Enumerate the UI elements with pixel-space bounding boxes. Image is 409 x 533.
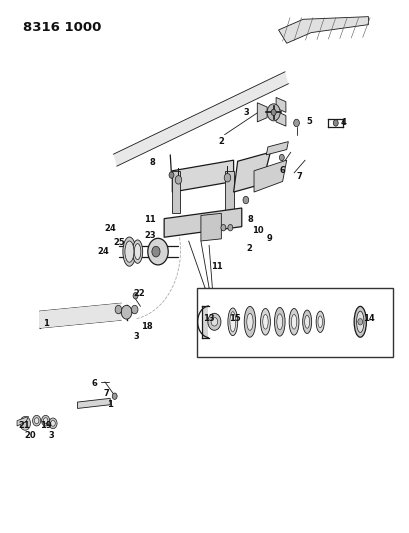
Circle shape <box>32 415 40 426</box>
Circle shape <box>227 224 232 231</box>
Text: 24: 24 <box>98 247 109 256</box>
Circle shape <box>175 175 181 184</box>
Text: 4: 4 <box>339 118 345 127</box>
Text: 9: 9 <box>266 235 272 244</box>
Circle shape <box>270 109 275 116</box>
Circle shape <box>211 318 217 326</box>
Text: 3: 3 <box>133 332 139 341</box>
Circle shape <box>34 418 39 424</box>
Ellipse shape <box>229 312 235 332</box>
Ellipse shape <box>276 314 282 330</box>
Text: 24: 24 <box>104 224 116 233</box>
Ellipse shape <box>134 244 141 260</box>
Text: 21: 21 <box>18 422 30 431</box>
Circle shape <box>207 313 220 330</box>
Text: 18: 18 <box>141 321 153 330</box>
Ellipse shape <box>291 314 296 329</box>
Circle shape <box>49 418 57 429</box>
Polygon shape <box>164 208 241 237</box>
Text: 3: 3 <box>49 431 54 440</box>
Bar <box>196 288 392 357</box>
Text: 10: 10 <box>252 226 263 235</box>
Text: 11: 11 <box>144 215 155 224</box>
Circle shape <box>243 196 248 204</box>
Ellipse shape <box>317 316 322 328</box>
Circle shape <box>115 305 121 314</box>
Text: 8316 1000: 8316 1000 <box>23 21 101 34</box>
Polygon shape <box>233 152 270 192</box>
Text: 14: 14 <box>362 313 373 322</box>
Ellipse shape <box>123 237 136 266</box>
Text: 1: 1 <box>43 319 49 328</box>
Circle shape <box>112 393 117 399</box>
Circle shape <box>220 224 225 231</box>
Polygon shape <box>172 160 233 192</box>
Circle shape <box>293 119 299 127</box>
Ellipse shape <box>260 309 270 335</box>
Text: 2: 2 <box>218 137 224 146</box>
Ellipse shape <box>262 314 267 329</box>
Text: 11: 11 <box>211 262 222 271</box>
Polygon shape <box>113 72 288 166</box>
Ellipse shape <box>302 310 311 334</box>
Circle shape <box>151 246 160 257</box>
Circle shape <box>131 305 138 314</box>
Polygon shape <box>225 171 233 213</box>
Polygon shape <box>275 111 285 126</box>
Circle shape <box>133 293 138 299</box>
Ellipse shape <box>246 313 252 330</box>
Polygon shape <box>254 160 286 192</box>
Ellipse shape <box>353 306 366 337</box>
Text: 20: 20 <box>24 431 36 440</box>
Text: 3: 3 <box>243 108 248 117</box>
Polygon shape <box>17 416 28 426</box>
Circle shape <box>43 418 48 424</box>
Text: 13: 13 <box>203 313 214 322</box>
Polygon shape <box>39 303 121 328</box>
Text: 7: 7 <box>295 172 301 181</box>
Ellipse shape <box>356 311 363 333</box>
Polygon shape <box>77 398 110 408</box>
Text: 25: 25 <box>113 238 125 247</box>
Polygon shape <box>257 103 266 122</box>
Circle shape <box>121 305 132 319</box>
Ellipse shape <box>274 308 284 336</box>
Ellipse shape <box>304 316 309 328</box>
Polygon shape <box>200 213 221 241</box>
Circle shape <box>266 104 279 121</box>
Text: 19: 19 <box>40 422 51 431</box>
Circle shape <box>147 238 168 265</box>
Text: 8: 8 <box>247 215 252 224</box>
Text: 7: 7 <box>103 389 109 398</box>
Text: 23: 23 <box>144 231 155 240</box>
Ellipse shape <box>315 311 324 333</box>
Circle shape <box>41 415 49 426</box>
Circle shape <box>169 172 173 178</box>
Circle shape <box>224 173 230 182</box>
Text: 1: 1 <box>107 400 113 409</box>
Ellipse shape <box>125 241 134 262</box>
Polygon shape <box>278 17 368 43</box>
Ellipse shape <box>132 240 142 263</box>
Polygon shape <box>275 98 285 112</box>
Polygon shape <box>265 142 288 155</box>
Ellipse shape <box>244 306 255 337</box>
Text: 2: 2 <box>245 245 252 254</box>
Circle shape <box>20 416 30 430</box>
Ellipse shape <box>288 309 298 335</box>
Circle shape <box>333 120 337 126</box>
Text: 5: 5 <box>306 117 311 126</box>
Circle shape <box>357 319 362 325</box>
Polygon shape <box>201 306 208 338</box>
Polygon shape <box>172 171 180 213</box>
Ellipse shape <box>227 308 237 336</box>
Text: 6: 6 <box>92 379 97 388</box>
Circle shape <box>51 421 55 426</box>
Text: 15: 15 <box>228 313 240 322</box>
Circle shape <box>279 155 283 161</box>
Text: 22: 22 <box>133 288 144 297</box>
Text: 6: 6 <box>279 166 285 175</box>
Text: 8: 8 <box>148 158 154 167</box>
